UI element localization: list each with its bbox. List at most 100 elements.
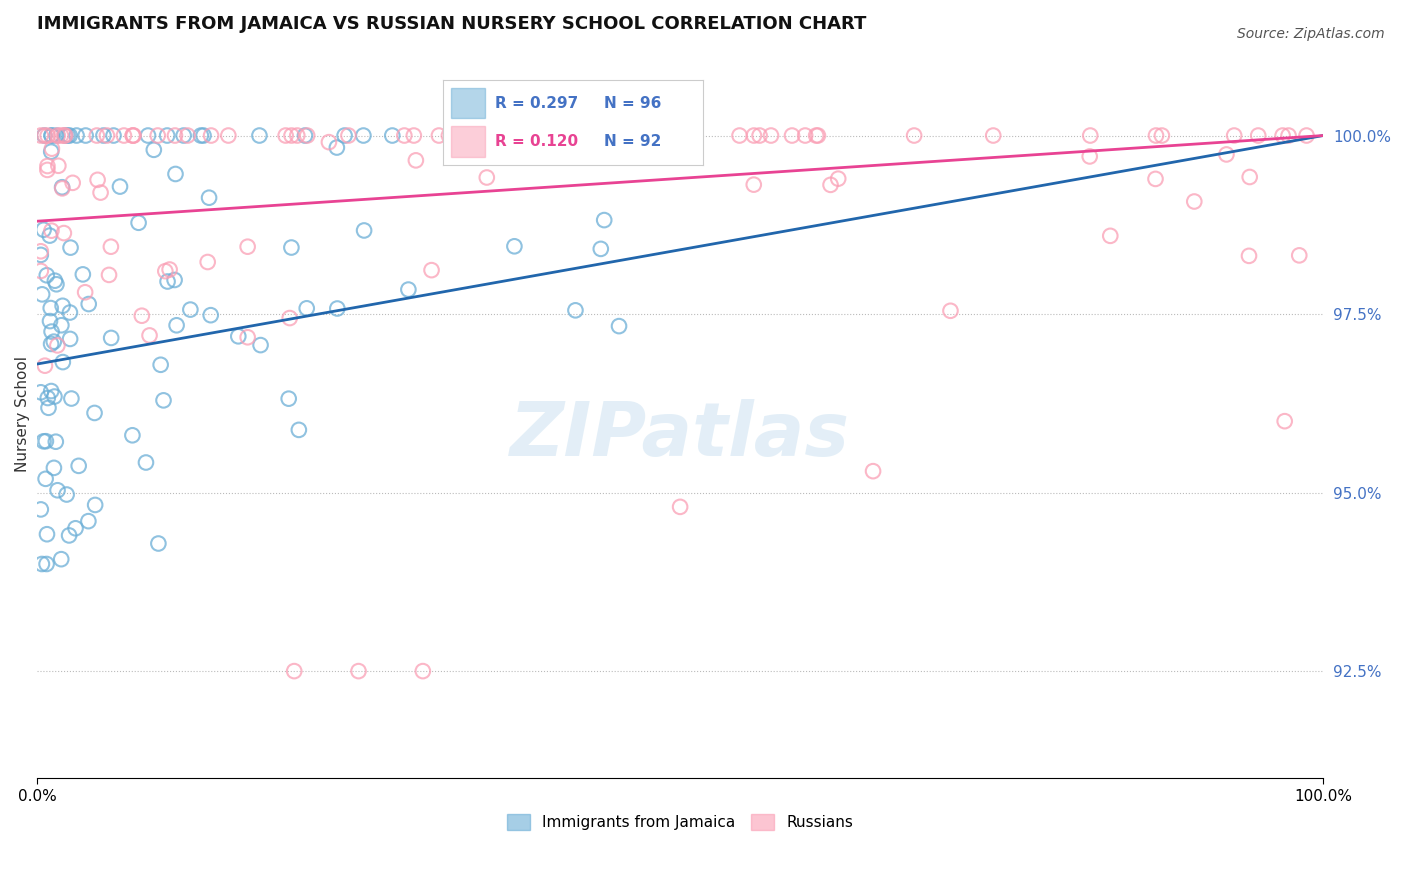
Point <box>1078 128 1101 143</box>
Point <box>98 268 121 282</box>
Point <box>226 329 249 343</box>
Point <box>249 128 271 143</box>
Point <box>165 167 187 181</box>
Point <box>41 128 63 143</box>
Point <box>1247 128 1270 143</box>
Point <box>794 128 817 143</box>
Point <box>249 338 271 352</box>
Point <box>903 128 925 143</box>
Point <box>93 128 115 143</box>
Point <box>59 332 82 346</box>
Point <box>190 128 212 143</box>
Point <box>31 287 53 301</box>
Point <box>142 143 165 157</box>
Point <box>173 128 195 143</box>
Point <box>37 391 59 405</box>
Point <box>804 128 827 143</box>
Point <box>1274 414 1296 428</box>
Point <box>470 128 492 143</box>
Point <box>1078 149 1101 163</box>
Point <box>1182 194 1205 209</box>
Text: R = 0.120: R = 0.120 <box>495 134 578 149</box>
Point <box>67 458 90 473</box>
Point <box>72 268 94 282</box>
Point <box>179 302 201 317</box>
Point <box>83 406 105 420</box>
Point <box>564 303 586 318</box>
Point <box>193 128 215 143</box>
Point <box>405 153 427 168</box>
Point <box>352 128 374 143</box>
Point <box>35 268 58 283</box>
Point <box>669 500 692 514</box>
Point <box>148 536 170 550</box>
Point <box>396 283 419 297</box>
Point <box>200 128 222 143</box>
Point <box>159 262 181 277</box>
Point <box>437 128 460 143</box>
Text: N = 96: N = 96 <box>605 95 662 111</box>
Point <box>285 128 308 143</box>
Point <box>34 128 56 143</box>
Point <box>51 180 73 194</box>
Point <box>37 401 59 415</box>
Point <box>295 301 318 316</box>
Point <box>121 128 143 143</box>
Point <box>45 277 67 292</box>
Point <box>58 528 80 542</box>
Point <box>52 226 75 240</box>
Point <box>333 128 356 143</box>
Point <box>1099 228 1122 243</box>
Point <box>288 423 311 437</box>
Point <box>294 128 316 143</box>
Point <box>86 128 108 143</box>
Point <box>1237 249 1260 263</box>
Point <box>100 240 122 254</box>
Point <box>412 664 434 678</box>
Point <box>103 128 125 143</box>
Point <box>52 128 75 143</box>
Point <box>41 142 63 156</box>
Y-axis label: Nursery School: Nursery School <box>15 356 30 472</box>
Point <box>59 128 82 143</box>
Point <box>30 385 52 400</box>
Point <box>122 128 145 143</box>
Point <box>197 255 219 269</box>
Point <box>427 128 450 143</box>
Point <box>759 128 782 143</box>
Point <box>62 176 84 190</box>
Point <box>37 128 59 143</box>
Point <box>277 392 299 406</box>
Point <box>402 128 425 143</box>
Point <box>163 128 186 143</box>
Text: Source: ZipAtlas.com: Source: ZipAtlas.com <box>1237 27 1385 41</box>
Point <box>55 487 77 501</box>
Point <box>326 301 349 316</box>
Point <box>475 170 498 185</box>
Point <box>152 393 174 408</box>
Point <box>65 521 87 535</box>
Point <box>128 216 150 230</box>
Point <box>31 557 53 571</box>
Point <box>807 128 830 143</box>
Point <box>41 128 63 143</box>
Point <box>394 128 416 143</box>
Point <box>44 390 66 404</box>
Point <box>131 309 153 323</box>
Point <box>30 264 52 278</box>
Point <box>30 502 52 516</box>
Point <box>981 128 1004 143</box>
Point <box>1239 169 1261 184</box>
Point <box>96 128 118 143</box>
Point <box>1295 128 1317 143</box>
Point <box>84 498 107 512</box>
Point <box>728 128 751 143</box>
Point <box>274 128 297 143</box>
Point <box>748 128 770 143</box>
Point <box>44 274 66 288</box>
FancyBboxPatch shape <box>451 88 485 119</box>
Point <box>75 285 97 300</box>
Point <box>60 392 83 406</box>
Point <box>32 434 55 449</box>
Point <box>471 128 494 143</box>
